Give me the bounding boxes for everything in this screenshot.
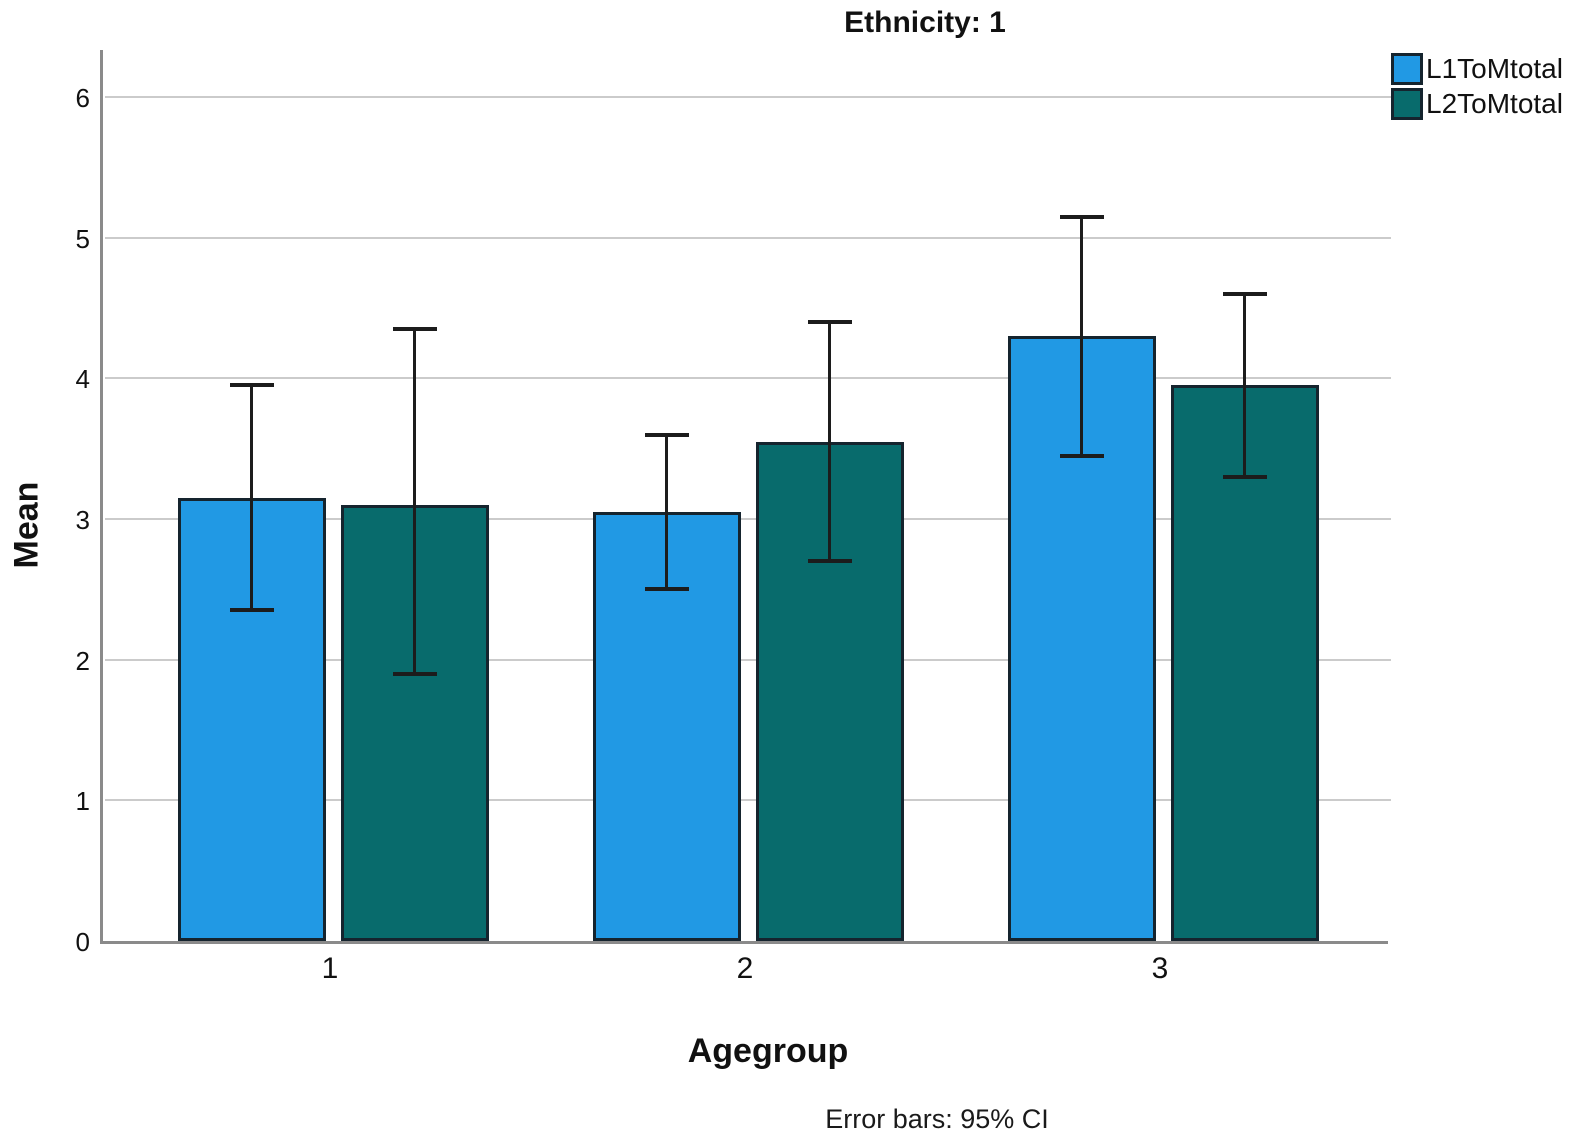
bar-l2tomtotal-group-1 — [340, 504, 489, 941]
gridline-y-5 — [105, 236, 1391, 239]
y-tick-label-5: 5 — [75, 223, 90, 254]
error-cap-lower-l2tomtotal-group-3 — [1222, 474, 1267, 479]
error-bar-l2tomtotal-group-3 — [1243, 293, 1246, 477]
legend-label-l1tomtotal: L1ToMtotal — [1426, 52, 1563, 84]
legend-item-l1tomtotal: L1ToMtotal — [1391, 51, 1563, 86]
error-cap-upper-l1tomtotal-group-1 — [229, 383, 274, 388]
gridline-y-1 — [105, 799, 1391, 802]
error-cap-upper-l2tomtotal-group-1 — [392, 327, 437, 332]
error-bar-l2tomtotal-group-1 — [413, 329, 416, 674]
gridline-y-4 — [105, 377, 1391, 380]
legend-swatch-l2tomtotal-icon — [1391, 87, 1423, 120]
error-cap-upper-l2tomtotal-group-2 — [807, 320, 852, 325]
error-cap-lower-l2tomtotal-group-2 — [807, 559, 852, 564]
error-cap-lower-l1tomtotal-group-2 — [644, 587, 689, 592]
error-cap-upper-l1tomtotal-group-2 — [644, 432, 689, 437]
error-cap-lower-l1tomtotal-group-3 — [1059, 453, 1104, 458]
x-axis-title: Agegroup — [687, 1032, 849, 1070]
error-cap-upper-l1tomtotal-group-3 — [1059, 214, 1104, 219]
y-tick-label-2: 2 — [75, 645, 90, 676]
x-tick-label-2: 2 — [736, 952, 754, 985]
error-bar-l1tomtotal-group-1 — [250, 385, 253, 611]
legend-item-l2tomtotal: L2ToMtotal — [1391, 86, 1563, 121]
error-cap-upper-l2tomtotal-group-3 — [1222, 291, 1267, 296]
error-bar-l1tomtotal-group-3 — [1080, 216, 1083, 456]
error-bar-l1tomtotal-group-2 — [665, 434, 668, 590]
y-tick-label-6: 6 — [75, 83, 90, 113]
error-cap-lower-l2tomtotal-group-1 — [392, 671, 437, 676]
y-tick-label-0: 0 — [75, 927, 90, 957]
bar-l2tomtotal-group-3 — [1170, 385, 1319, 941]
y-tick-label-1: 1 — [75, 786, 90, 817]
gridline-y-3 — [105, 518, 1391, 520]
legend-swatch-l1tomtotal-icon — [1391, 52, 1423, 85]
legend: L1ToMtotal L2ToMtotal — [1391, 51, 1563, 121]
chart-title: Ethnicity: 1 — [844, 6, 1006, 39]
plot-area — [100, 50, 1391, 944]
error-cap-lower-l1tomtotal-group-1 — [229, 608, 274, 613]
legend-label-l2tomtotal: L2ToMtotal — [1426, 87, 1563, 119]
x-tick-label-3: 3 — [1151, 952, 1169, 985]
error-bars-caption: Error bars: 95% CI — [825, 1104, 1049, 1134]
bar-l1tomtotal-group-3 — [1007, 336, 1156, 941]
x-tick-label-1: 1 — [321, 952, 339, 985]
y-tick-label-3: 3 — [75, 505, 90, 535]
y-tick-label-4: 4 — [75, 364, 90, 395]
gridline-y-6 — [105, 96, 1391, 98]
gridline-y-2 — [105, 658, 1391, 661]
error-bar-l2tomtotal-group-2 — [828, 322, 831, 562]
